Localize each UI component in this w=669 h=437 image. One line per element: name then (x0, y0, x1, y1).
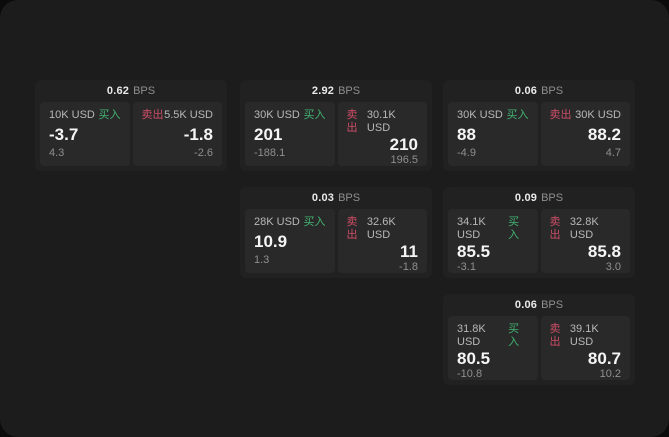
buy-label: 买入 (303, 216, 326, 228)
sell-label: 卖出 (549, 323, 561, 348)
buy-delta: -188.1 (254, 147, 286, 159)
sell-panel[interactable]: 卖出 39.1K USD 80.7 10.2 (540, 316, 630, 380)
sell-size: 39.1K USD (569, 323, 599, 348)
buy-price: 80.5 (457, 349, 491, 368)
quote-card: 0.06 BPS 30K USD 买入 88 -4.9 卖出 30K USD (443, 80, 635, 171)
buy-label: 买入 (98, 109, 121, 121)
bps-unit-label: BPS (541, 192, 564, 204)
sell-size: 30K USD (575, 109, 621, 121)
quote-card: 0.06 BPS 31.8K USD 买入 80.5 -10.8 卖出 39.1… (443, 294, 635, 385)
sell-price: -1.8 (183, 125, 213, 144)
quote-sides: 28K USD 买入 10.9 1.3 卖出 32.6K USD 11 -1.8 (245, 209, 427, 273)
sell-delta: 4.7 (605, 147, 621, 159)
buy-price: 85.5 (457, 242, 491, 261)
buy-delta: -3.1 (457, 261, 476, 273)
buy-size: 10K USD (49, 109, 95, 121)
buy-price: 201 (254, 125, 283, 144)
quote-card: 2.92 BPS 30K USD 买入 201 -188.1 卖出 30.1K … (240, 80, 432, 171)
sell-delta: 3.0 (605, 261, 621, 273)
bps-unit-label: BPS (338, 192, 361, 204)
sell-price: 88.2 (587, 125, 621, 144)
bps-value: 0.09 (514, 192, 538, 204)
quote-card: 0.03 BPS 28K USD 买入 10.9 1.3 卖出 32.6K US… (240, 187, 432, 278)
sell-price: 11 (400, 242, 418, 261)
sell-size: 32.6K USD (366, 216, 396, 241)
sell-delta: -2.6 (194, 147, 213, 159)
bps-unit-label: BPS (541, 299, 564, 311)
buy-panel[interactable]: 30K USD 买入 88 -4.9 (448, 102, 538, 166)
sell-price: 80.7 (587, 349, 621, 368)
card-header: 0.03 BPS (245, 187, 427, 209)
card-header: 0.09 BPS (448, 187, 630, 209)
buy-delta: 1.3 (254, 254, 270, 266)
card-header: 0.06 BPS (448, 80, 630, 102)
quote-sides: 30K USD 买入 88 -4.9 卖出 30K USD 88.2 4.7 (448, 102, 630, 166)
quote-card: 0.09 BPS 34.1K USD 买入 85.5 -3.1 卖出 32.8K… (443, 187, 635, 278)
buy-panel[interactable]: 28K USD 买入 10.9 1.3 (245, 209, 335, 273)
sell-label: 卖出 (141, 109, 164, 121)
buy-label: 买入 (508, 216, 520, 241)
sell-label: 卖出 (346, 216, 358, 241)
bps-value: 2.92 (311, 85, 335, 97)
buy-label: 买入 (508, 323, 520, 348)
sell-panel[interactable]: 卖出 5.5K USD -1.8 -2.6 (132, 102, 222, 166)
buy-delta: -10.8 (457, 368, 483, 380)
sell-delta: -1.8 (399, 261, 418, 273)
card-header: 2.92 BPS (245, 80, 427, 102)
bps-unit-label: BPS (338, 85, 361, 97)
card-header: 0.62 BPS (40, 80, 222, 102)
card-header: 0.06 BPS (448, 294, 630, 316)
buy-size: 30K USD (254, 109, 300, 121)
sell-size: 30.1K USD (366, 109, 396, 134)
quote-sides: 10K USD 买入 -3.7 4.3 卖出 5.5K USD -1.8 -2.… (40, 102, 222, 166)
buy-size: 28K USD (254, 216, 300, 228)
buy-panel[interactable]: 34.1K USD 买入 85.5 -3.1 (448, 209, 538, 273)
bps-value: 0.06 (514, 299, 538, 311)
sell-delta: 196.5 (390, 154, 418, 166)
buy-delta: 4.3 (49, 147, 65, 159)
buy-panel[interactable]: 30K USD 买入 201 -188.1 (245, 102, 335, 166)
sell-delta: 10.2 (599, 368, 621, 380)
sell-size: 5.5K USD (164, 109, 213, 121)
quote-sides: 30K USD 买入 201 -188.1 卖出 30.1K USD 210 1… (245, 102, 427, 166)
buy-delta: -4.9 (457, 147, 476, 159)
bps-value: 0.06 (514, 85, 538, 97)
buy-size: 30K USD (457, 109, 503, 121)
buy-price: 10.9 (254, 232, 288, 251)
quote-sides: 34.1K USD 买入 85.5 -3.1 卖出 32.8K USD 85.8… (448, 209, 630, 273)
quote-sides: 31.8K USD 买入 80.5 -10.8 卖出 39.1K USD 80.… (448, 316, 630, 380)
buy-size: 31.8K USD (457, 323, 486, 348)
buy-label: 买入 (303, 109, 326, 121)
buy-price: -3.7 (49, 125, 79, 144)
sell-label: 卖出 (549, 216, 561, 241)
bps-value: 0.62 (106, 85, 130, 97)
sell-panel[interactable]: 卖出 32.6K USD 11 -1.8 (337, 209, 427, 273)
sell-label: 卖出 (549, 109, 572, 121)
buy-label: 买入 (506, 109, 529, 121)
sell-price: 210 (389, 135, 418, 154)
sell-label: 卖出 (346, 109, 358, 134)
buy-panel[interactable]: 10K USD 买入 -3.7 4.3 (40, 102, 130, 166)
sell-price: 85.8 (587, 242, 621, 261)
bps-unit-label: BPS (541, 85, 564, 97)
quote-card: 0.62 BPS 10K USD 买入 -3.7 4.3 卖出 5.5K USD (35, 80, 227, 171)
buy-size: 34.1K USD (457, 216, 486, 241)
sell-panel[interactable]: 卖出 30K USD 88.2 4.7 (540, 102, 630, 166)
sell-panel[interactable]: 卖出 32.8K USD 85.8 3.0 (540, 209, 630, 273)
bps-value: 0.03 (311, 192, 335, 204)
buy-panel[interactable]: 31.8K USD 买入 80.5 -10.8 (448, 316, 538, 380)
bps-unit-label: BPS (133, 85, 156, 97)
sell-size: 32.8K USD (569, 216, 599, 241)
sell-panel[interactable]: 卖出 30.1K USD 210 196.5 (337, 102, 427, 166)
buy-price: 88 (457, 125, 476, 144)
